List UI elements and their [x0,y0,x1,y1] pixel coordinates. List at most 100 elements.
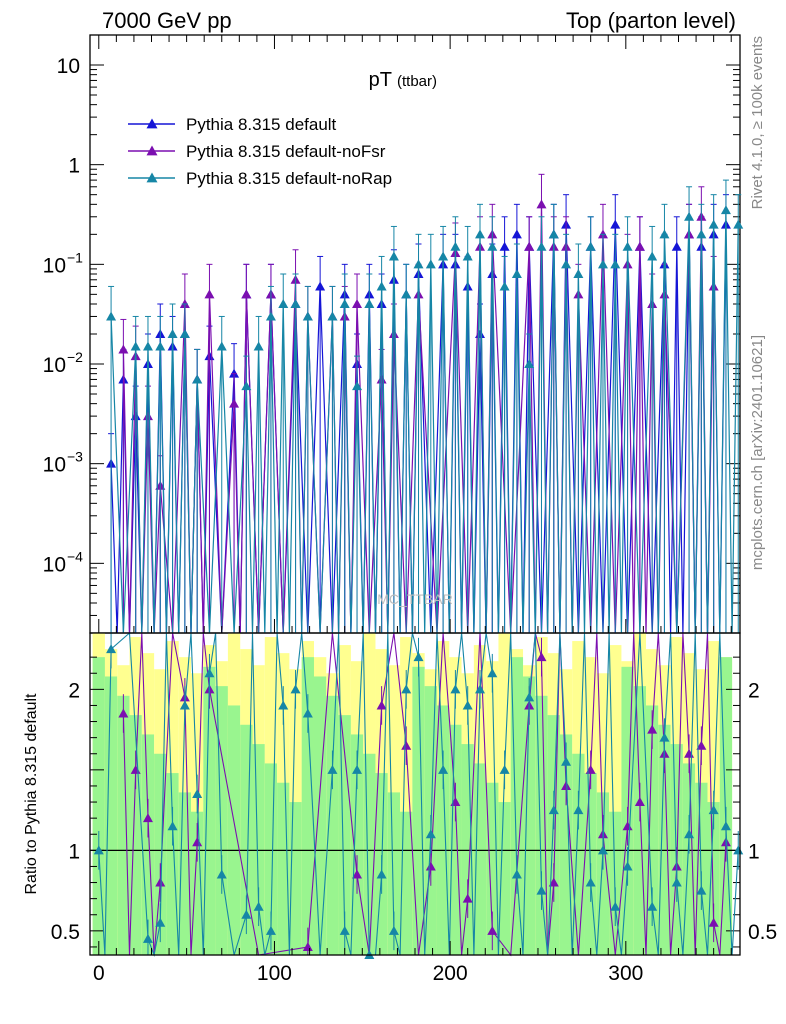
band-green [301,657,314,955]
data-point [511,268,522,278]
ratio-uncertainty-bands [92,633,733,955]
data-point [524,241,535,251]
data-point [610,259,621,269]
ratio-y-tick-label-right: 1 [748,840,760,863]
ratio-data-point [585,877,596,887]
y-tick-label: 10 [43,254,66,277]
band-green [682,763,696,955]
data-point [241,289,252,299]
legend-label: Pythia 8.315 default [186,115,337,134]
band-green [104,676,118,955]
data-point [671,241,682,251]
data-point [499,241,510,251]
data-point [708,219,719,229]
ratio-data-point [671,877,682,887]
ratio-data-point [548,877,559,887]
data-point [511,229,522,239]
ratio-data-point [647,724,658,734]
data-point [536,199,547,209]
data-point [327,311,338,321]
data-point [487,241,498,251]
ratio-data-point [327,764,338,774]
band-green [227,705,241,955]
ratio-data-point [536,652,547,662]
x-tick-label: 300 [608,962,643,985]
header-left: 7000 GeV pp [102,8,232,33]
y-tick-label: 10 [57,55,80,78]
ratio-data-point [462,893,473,903]
data-point [438,251,449,261]
ratio-data-point [684,829,695,839]
ratio-y-tick-label-right: 0.5 [748,921,777,944]
data-point [290,298,301,308]
ratio-data-point [352,869,363,879]
chart-title-sub: (ttbar) [397,73,437,90]
data-point [597,259,608,269]
band-green [707,802,720,955]
ratio-y-tick-label: 0.5 [51,921,80,944]
x-tick-label: 100 [257,962,292,985]
ratio-data-point [142,813,153,823]
band-green [166,773,179,955]
data-point [462,251,473,261]
band-green [572,753,585,955]
data-point [118,344,129,354]
ratio-data-point [118,708,129,718]
data-point [573,268,584,278]
data-point [561,259,572,269]
ratio-data-point [548,805,559,815]
ratio-y-tick-label: 1 [68,840,80,863]
ratio-data-point [425,829,436,839]
legend-label: Pythia 8.315 default-noFsr [186,142,386,161]
ratio-data-point [524,692,535,702]
y-tick-label: 10 [43,553,66,576]
ratio-data-point [155,917,166,927]
y-tick-label: 1 [68,155,80,178]
ratio-data-point [253,901,264,911]
band-green [498,802,511,955]
ratio-data-point [179,700,190,710]
ratio-data-point [142,933,153,943]
data-point [179,329,190,338]
ratio-data-point [634,797,645,807]
band-green [596,792,610,955]
ratio-data-point [339,925,350,935]
ratio-data-point [192,837,203,847]
data-point [524,359,535,369]
ratio-ylabel: Ratio to Pythia 8.315 default [23,693,40,895]
ratio-data-point [352,764,363,774]
ratio-data-point [462,700,473,710]
data-point [352,298,363,308]
ratio-data-point [376,700,387,710]
band-green [326,695,339,955]
data-point [622,241,633,251]
data-point [548,229,559,239]
ratio-data-point [659,732,670,742]
data-point [696,229,707,239]
y-tick-exponent: −3 [67,449,83,465]
y-tick-exponent: −2 [67,349,83,365]
ratio-data-point [192,789,203,798]
ratio-data-point [536,885,547,895]
band-green [92,657,105,955]
data-point [536,241,547,251]
chart-title: pT (ttbar) [369,69,437,91]
band-green [449,724,462,955]
data-point [241,381,252,391]
ratio-data-point [487,925,498,935]
ratio-y-ticks: 2 2 1 1 0.5 0.5 [51,656,777,948]
y-tick-label: 10 [43,454,66,477]
band-green [141,734,155,955]
legend: Pythia 8.315 default Pythia 8.315 default… [128,115,392,188]
ratio-data-point [708,917,719,927]
ratio-data-point [450,684,461,694]
data-point [339,298,350,308]
data-point [684,211,695,221]
ratio-data-point [155,877,166,887]
ratio-series-0 [118,632,731,957]
band-green [203,666,216,955]
ratio-data-point [475,684,485,694]
band-green [252,744,265,955]
y-tick-label: 10 [43,354,66,377]
